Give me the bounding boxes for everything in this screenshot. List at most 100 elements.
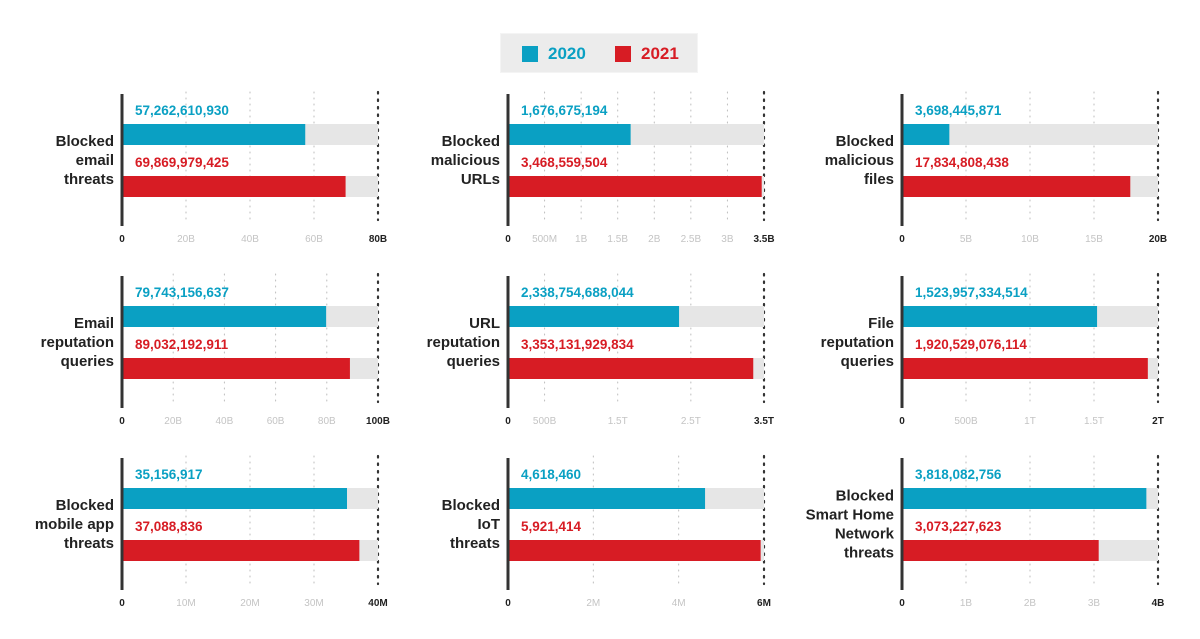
tick-label: 15B [1085, 234, 1103, 245]
chart-title-line: queries [841, 353, 894, 370]
chart-panel-1: 1,676,675,194 3,468,559,504 0 500M 1B 1.5B 2B 2… [431, 90, 775, 245]
legend-item-2020: 2020 [522, 44, 586, 64]
tick-label: 0 [505, 234, 511, 245]
chart-title-line: Blocked [56, 497, 114, 514]
data-label-2020: 57,262,610,930 [135, 103, 229, 118]
data-label-2021: 1,920,529,076,114 [915, 337, 1027, 352]
chart-title-line: Blocked [836, 488, 894, 505]
chart-title-line: Smart Home [806, 507, 894, 524]
data-label-2021: 3,073,227,623 [915, 519, 1002, 534]
tick-label: 0 [505, 416, 511, 427]
chart-panel-2: 3,698,445,871 17,834,808,438 0 5B 10B 15B 20B B… [825, 90, 1167, 245]
tick-label: 1T [1024, 416, 1036, 427]
chart-panel-4: 2,338,754,688,044 3,353,131,929,834 0 500B 1… [427, 272, 774, 427]
tick-label: 0 [119, 598, 125, 609]
tick-label: 80B [318, 416, 336, 427]
bar-2021 [122, 176, 346, 197]
chart-panel-0: 57,262,610,930 69,869,979,425 0 20B 40B 60B 80… [56, 90, 387, 245]
data-label-2021: 17,834,808,438 [915, 155, 1009, 170]
bar-2021 [902, 176, 1131, 197]
legend-swatch-2021 [615, 46, 631, 62]
chart-title-line: URLs [461, 171, 500, 188]
tick-label: 3B [721, 234, 734, 245]
tick-label: 20B [1149, 234, 1167, 245]
bar-2021 [122, 540, 360, 561]
tick-label: 4B [1152, 598, 1165, 609]
chart-title-line: files [864, 171, 894, 188]
chart-title-line: malicious [825, 152, 894, 169]
data-label-2020: 35,156,917 [135, 467, 203, 482]
data-label-2020: 2,338,754,688,044 [521, 285, 634, 300]
chart-title-line: queries [61, 353, 114, 370]
tick-label: 0 [899, 598, 905, 609]
data-label-2021: 5,921,414 [521, 519, 582, 534]
bar-2021 [508, 176, 762, 197]
tick-label: 0 [899, 416, 905, 427]
chart-panel-8: 3,818,082,756 3,073,227,623 0 1B 2B 3B 4B Block… [806, 454, 1165, 609]
chart-panel-5: 1,523,957,334,514 1,920,529,076,114 0 500B 1… [821, 272, 1164, 427]
chart-title-line: threats [450, 535, 500, 552]
bar-2021 [122, 358, 350, 379]
data-label-2020: 3,818,082,756 [915, 467, 1002, 482]
chart-title-line: Blocked [442, 497, 500, 514]
tick-label: 40M [368, 598, 387, 609]
bar-2021 [508, 358, 754, 379]
chart-title-line: URL [469, 315, 500, 332]
tick-label: 500M [532, 234, 557, 245]
chart-title-line: Network [835, 526, 895, 543]
chart-title-line: mobile app [35, 516, 114, 533]
tick-label: 10B [1021, 234, 1039, 245]
tick-label: 3.5B [753, 234, 774, 245]
legend-swatch-2020 [522, 46, 538, 62]
chart-title-line: threats [64, 535, 114, 552]
legend-item-2021: 2021 [615, 44, 679, 64]
tick-label: 2.5B [681, 234, 702, 245]
tick-label: 500B [533, 416, 557, 427]
data-label-2020: 1,523,957,334,514 [915, 285, 1028, 300]
tick-label: 4M [672, 598, 686, 609]
bar-2021 [508, 540, 761, 561]
tick-label: 60B [267, 416, 285, 427]
bar-track-2020 [902, 124, 1158, 145]
tick-label: 2B [648, 234, 661, 245]
chart-title-line: email [76, 152, 114, 169]
tick-label: 0 [119, 416, 125, 427]
chart-title-line: threats [64, 171, 114, 188]
data-label-2020: 4,618,460 [521, 467, 581, 482]
tick-label: 0 [119, 234, 125, 245]
chart-title-line: File [868, 315, 894, 332]
data-label-2021: 3,468,559,504 [521, 155, 608, 170]
tick-label: 2T [1152, 416, 1164, 427]
data-label-2021: 69,869,979,425 [135, 155, 229, 170]
tick-label: 1.5T [608, 416, 628, 427]
tick-label: 1.5B [607, 234, 628, 245]
chart-title-line: reputation [41, 334, 114, 351]
legend-label-2021: 2021 [641, 44, 679, 63]
chart-title-line: Blocked [836, 133, 894, 150]
data-label-2021: 37,088,836 [135, 519, 203, 534]
chart-title-line: threats [844, 545, 894, 562]
chart-title-line: Blocked [56, 133, 114, 150]
tick-label: 40B [216, 416, 234, 427]
tick-label: 6M [757, 598, 771, 609]
tick-label: 30M [304, 598, 323, 609]
bar-2020 [508, 124, 631, 145]
bar-2020 [122, 306, 327, 327]
chart-panel-6: 35,156,917 37,088,836 0 10M 20M 30M 40M Blocked… [35, 454, 388, 609]
tick-label: 10M [176, 598, 195, 609]
bar-2020 [902, 124, 950, 145]
tick-label: 100B [366, 416, 390, 427]
tick-label: 20B [177, 234, 195, 245]
chart-panel-7: 4,618,460 5,921,414 0 2M 4M 6M Blocked IoT threa… [442, 454, 771, 609]
data-label-2020: 1,676,675,194 [521, 103, 608, 118]
tick-label: 2.5T [681, 416, 701, 427]
tick-label: 1B [960, 598, 973, 609]
tick-label: 20M [240, 598, 259, 609]
bar-2020 [122, 488, 348, 509]
tick-label: 40B [241, 234, 259, 245]
chart-title-line: queries [447, 353, 500, 370]
tick-label: 3.5T [754, 416, 774, 427]
chart-title-line: Blocked [442, 133, 500, 150]
tick-label: 500B [954, 416, 978, 427]
